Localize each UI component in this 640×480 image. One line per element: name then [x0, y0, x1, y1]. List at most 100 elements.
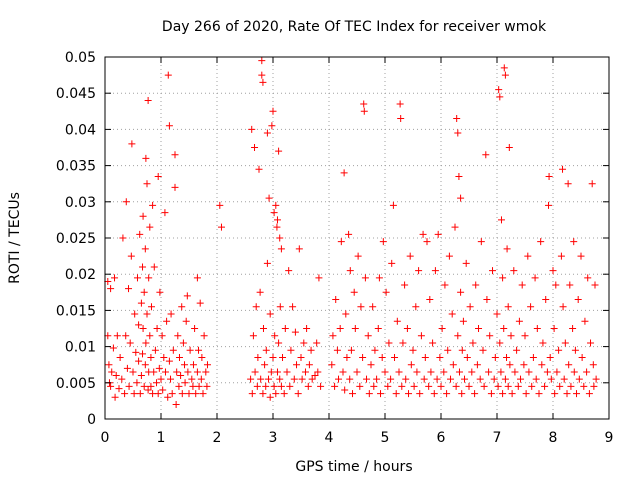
data-point: [397, 115, 405, 123]
data-point: [569, 325, 577, 332]
data-point: [517, 375, 525, 383]
data-point: [360, 100, 368, 108]
data-point: [303, 325, 311, 332]
data-point: [507, 332, 515, 340]
data-point: [567, 382, 575, 390]
data-point: [525, 368, 533, 376]
data-point: [248, 125, 256, 133]
data-point: [328, 361, 336, 369]
data-point: [119, 234, 127, 242]
x-tick-label: 6: [437, 430, 446, 446]
data-point: [183, 292, 191, 300]
data-point: [136, 390, 144, 398]
data-point: [157, 375, 165, 383]
data-point: [272, 390, 280, 398]
data-point: [329, 332, 337, 340]
data-point: [458, 346, 466, 354]
data-point: [247, 375, 255, 383]
data-point: [189, 382, 197, 390]
data-point: [504, 382, 512, 390]
axis-tick-labels: 0 0.005 0.01 0.015 0.02 0.025 0.03 0.035 0.04 0.0…: [56, 50, 614, 446]
data-point: [313, 339, 321, 347]
data-point: [539, 339, 547, 347]
data-point: [108, 368, 116, 376]
data-point: [374, 325, 382, 332]
data-point: [258, 71, 266, 79]
data-point: [289, 303, 297, 311]
data-point: [399, 339, 407, 347]
data-point: [263, 259, 271, 267]
data-point: [359, 353, 367, 361]
data-point: [167, 375, 175, 383]
data-point: [455, 368, 463, 376]
data-point: [273, 216, 281, 224]
data-point: [457, 194, 465, 202]
data-point: [314, 368, 322, 376]
data-point: [159, 386, 167, 394]
data-point: [485, 368, 493, 376]
data-point: [202, 368, 210, 376]
data-point: [391, 353, 399, 361]
y-tick-label: 0.01: [65, 340, 96, 356]
data-point: [371, 346, 379, 354]
data-point: [563, 390, 571, 398]
data-point: [388, 259, 396, 267]
data-point: [522, 390, 530, 398]
data-point: [445, 252, 453, 260]
chart-title: Day 266 of 2020, Rate Of TEC Index for r…: [162, 19, 547, 35]
data-point: [294, 390, 302, 398]
data-point: [145, 274, 153, 282]
data-point: [115, 385, 123, 393]
x-tick-label: 4: [325, 430, 334, 446]
data-point: [505, 144, 513, 151]
data-point: [131, 310, 139, 318]
data-point: [266, 310, 274, 318]
data-point: [549, 267, 557, 275]
data-point: [317, 382, 325, 390]
data-point: [172, 401, 180, 409]
data-point: [116, 353, 124, 361]
data-point: [150, 368, 158, 376]
data-point: [184, 368, 192, 376]
data-point: [270, 382, 278, 390]
data-point: [191, 325, 199, 332]
y-axis-label: ROTI / TECUs: [7, 192, 23, 284]
data-point: [434, 230, 442, 238]
data-point: [361, 274, 369, 282]
data-point: [273, 223, 281, 231]
data-point: [112, 372, 120, 380]
data-point: [486, 332, 494, 340]
data-point: [147, 303, 155, 311]
data-point: [396, 100, 404, 108]
data-point: [471, 390, 479, 398]
data-point: [353, 368, 361, 376]
data-point: [280, 390, 288, 398]
data-point: [378, 353, 386, 361]
data-point: [513, 346, 521, 354]
data-point: [480, 382, 488, 390]
x-tick-label: 7: [493, 430, 502, 446]
data-point: [277, 245, 285, 253]
data-point: [559, 165, 567, 173]
data-point: [501, 71, 509, 79]
data-point: [171, 151, 179, 159]
data-point: [551, 390, 559, 398]
data-point: [253, 382, 261, 390]
data-point: [175, 353, 183, 361]
axis-ticks: [104, 56, 610, 420]
data-point: [566, 281, 574, 289]
data-point: [111, 274, 119, 282]
data-point: [546, 353, 554, 361]
data-point: [499, 274, 507, 282]
data-point: [107, 382, 115, 390]
data-point: [497, 368, 505, 376]
data-point: [524, 252, 532, 260]
data-point: [195, 346, 203, 354]
data-point: [545, 172, 553, 180]
data-point: [265, 194, 273, 202]
data-point: [528, 382, 536, 390]
data-point: [583, 368, 591, 376]
y-tick-label: 0.02: [65, 267, 96, 283]
